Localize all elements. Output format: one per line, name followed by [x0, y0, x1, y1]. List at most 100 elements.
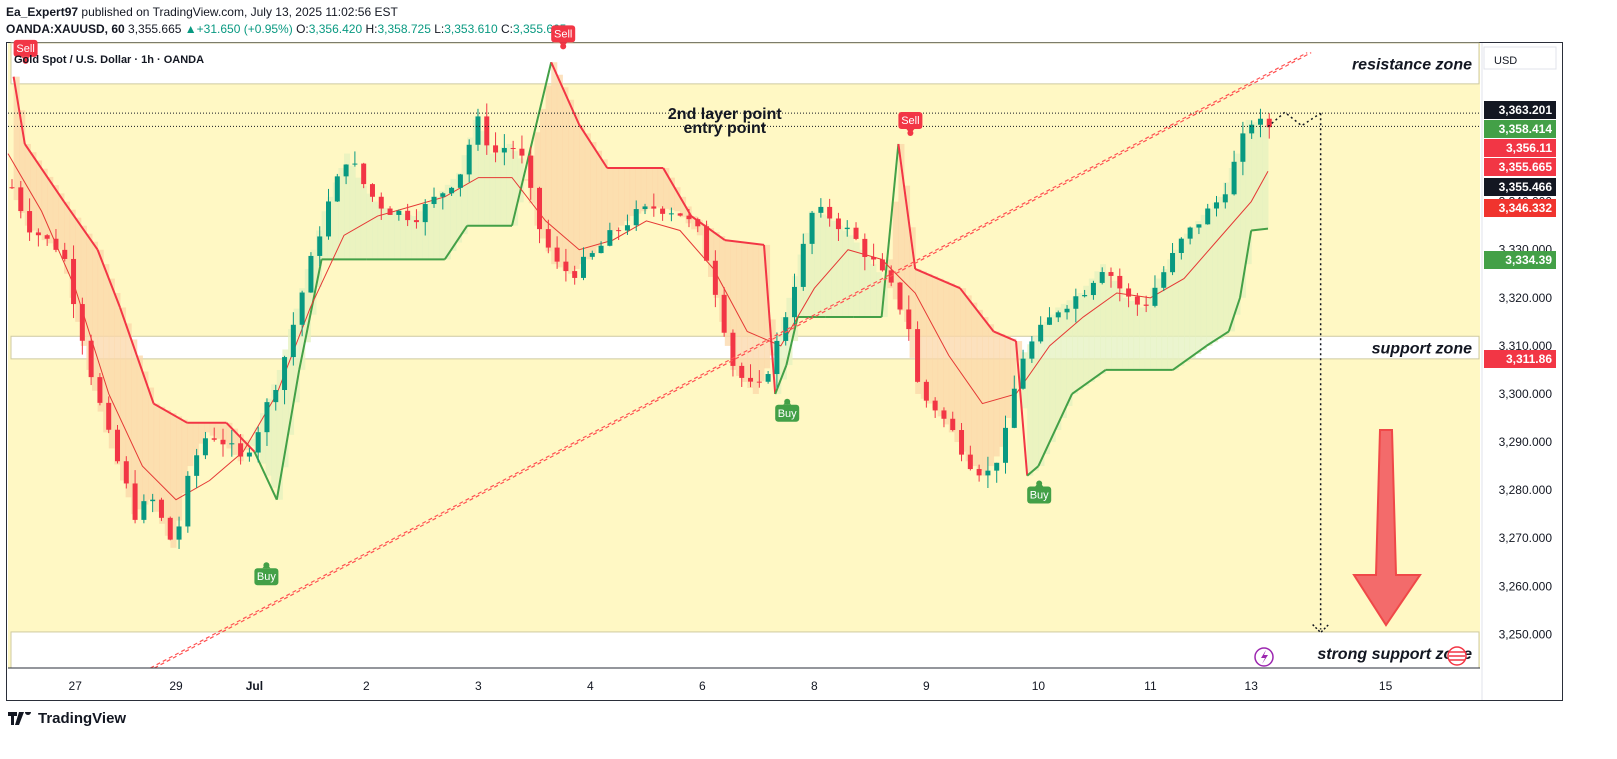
candle	[264, 402, 270, 433]
trend-band	[545, 85, 552, 252]
trend-band	[433, 196, 440, 260]
trailing-stop-line	[1026, 465, 1040, 477]
candle	[308, 255, 314, 293]
trend-band	[831, 220, 838, 318]
open-label: O:	[296, 22, 309, 36]
trend-band	[568, 99, 575, 274]
candle	[651, 206, 657, 209]
trend-band	[484, 142, 491, 226]
trailing-stop-line	[1172, 345, 1207, 371]
candle	[624, 225, 630, 231]
trend-band	[75, 217, 82, 322]
trend-band	[276, 369, 283, 500]
trend-band	[853, 242, 860, 318]
candle	[1196, 224, 1202, 228]
trend-band	[41, 168, 48, 241]
trailing-stop-line	[96, 249, 121, 308]
trend-band	[187, 422, 194, 467]
trend-band	[69, 209, 76, 298]
signal-text: Buy	[778, 408, 797, 420]
candle	[1011, 388, 1017, 428]
moving-average-line	[7, 153, 1269, 501]
chart-frame	[6, 42, 1563, 701]
trend-band	[265, 398, 272, 476]
trailing-stop-line	[550, 61, 581, 126]
candle	[950, 418, 956, 431]
candle	[1099, 272, 1105, 283]
x-tick-label: 9	[923, 679, 930, 693]
trend-band	[1228, 168, 1235, 332]
trend-band	[708, 228, 715, 277]
x-tick-label: 11	[1144, 679, 1157, 693]
y-tick-label: 3,260.000	[1499, 579, 1553, 593]
trend-band	[596, 150, 603, 248]
trailing-stop-line	[298, 259, 323, 371]
trend-band	[1004, 336, 1011, 418]
trend-band	[36, 160, 43, 236]
high-value: 3,358.725	[377, 22, 431, 36]
trend-band	[1206, 208, 1213, 346]
candle	[396, 210, 402, 215]
signal-dot	[22, 57, 29, 64]
candle	[246, 452, 252, 457]
candle	[317, 236, 323, 256]
trend-band	[1251, 122, 1258, 231]
candle	[369, 184, 375, 197]
strong-support-zone	[10, 631, 1480, 669]
trend-band	[999, 333, 1006, 447]
candle	[422, 204, 428, 223]
price-tag-text: 3,355.466	[1499, 180, 1553, 194]
candle	[853, 227, 859, 239]
trend-band	[489, 153, 496, 226]
trend-band	[926, 273, 933, 404]
candle	[413, 220, 419, 223]
trend-band	[892, 201, 899, 300]
candle	[730, 332, 736, 366]
candle	[176, 526, 182, 540]
price-tag: 3,334.39	[1484, 251, 1556, 269]
trend-band	[825, 216, 832, 318]
trend-band	[472, 119, 479, 226]
trend-band	[338, 168, 345, 260]
candle	[202, 438, 208, 456]
trend-band	[842, 230, 849, 318]
trend-band	[204, 422, 211, 433]
candle	[440, 193, 446, 197]
candle	[1082, 295, 1088, 297]
candle	[158, 499, 164, 518]
sell-signal: Sell	[551, 25, 576, 50]
candle	[150, 499, 156, 502]
trend-band	[377, 204, 384, 260]
trailing-stop-line	[511, 61, 553, 226]
tradingview-logo[interactable]: TradingView	[8, 710, 126, 727]
trend-band	[1032, 336, 1039, 471]
trend-band	[573, 112, 580, 269]
sell-signal: Sell	[898, 111, 923, 136]
y-tick-label: 3,280.000	[1499, 483, 1553, 497]
price-tag-text: 3,358.414	[1499, 122, 1553, 136]
trend-band	[293, 308, 300, 403]
trend-band	[1060, 303, 1067, 418]
candle	[115, 429, 121, 462]
candle	[616, 230, 622, 232]
trend-band	[148, 387, 155, 500]
trend-band	[517, 158, 524, 203]
trend-band	[652, 168, 659, 207]
candle	[1143, 304, 1149, 306]
2nd-layer-label: 2nd layer point	[668, 106, 782, 123]
currency-label[interactable]: USD	[1494, 55, 1517, 67]
trend-band	[304, 268, 311, 343]
price-tag-bg	[1484, 158, 1556, 176]
price-tag: 3,311.86	[1484, 350, 1556, 368]
author-name[interactable]: Ea_Expert97	[6, 5, 79, 19]
trend-band	[691, 216, 698, 230]
trend-band	[388, 211, 395, 260]
trend-band	[232, 428, 239, 455]
symbol-name[interactable]: OANDA:XAUUSD, 60	[6, 22, 125, 36]
trend-band	[97, 249, 104, 412]
trend-band	[680, 196, 687, 218]
trend-band	[601, 159, 608, 242]
y-tick-label: 3,250.000	[1499, 627, 1553, 641]
trend-band	[1010, 338, 1017, 390]
